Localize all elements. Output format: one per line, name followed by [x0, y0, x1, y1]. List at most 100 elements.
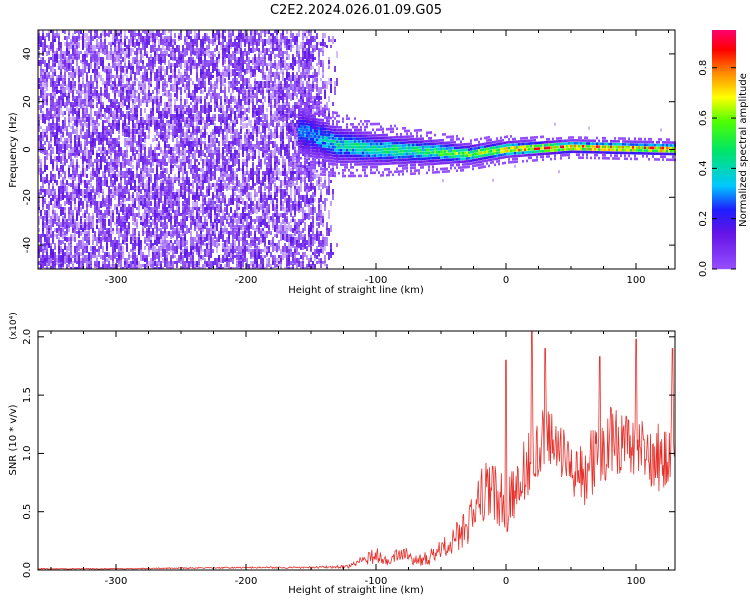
heatmap-cell — [228, 81, 230, 84]
heatmap-cell — [40, 42, 42, 47]
heatmap-cell — [80, 180, 82, 183]
heatmap-cell — [180, 177, 182, 180]
heatmap-cell — [82, 114, 84, 122]
heatmap-cell — [204, 243, 206, 246]
heatmap-cell — [76, 174, 78, 177]
heatmap-cell — [186, 132, 188, 138]
heatmap-cell — [100, 228, 102, 233]
heatmap-cell — [154, 174, 156, 180]
heatmap-cell — [240, 258, 242, 263]
heatmap-cell — [172, 150, 174, 154]
heatmap-cell — [122, 99, 124, 105]
heatmap-cell — [174, 144, 176, 151]
heatmap-cell — [44, 60, 46, 67]
heatmap-cell — [246, 117, 248, 120]
heatmap-cell — [162, 150, 164, 159]
heatmap-cell — [138, 186, 140, 192]
heatmap-cell — [134, 234, 136, 239]
heatmap-cell — [214, 54, 216, 57]
heatmap-cell — [68, 66, 70, 71]
heatmap-cell — [164, 81, 166, 85]
heatmap-cell — [170, 216, 172, 220]
heatmap-cell — [124, 69, 126, 76]
heatmap-cell — [154, 222, 156, 229]
heatmap-cell — [260, 216, 262, 223]
heatmap-cell — [190, 42, 192, 47]
heatmap-cell — [156, 78, 158, 84]
heatmap-cell — [122, 171, 124, 178]
heatmap-cell — [258, 156, 260, 162]
heatmap-cell — [84, 39, 86, 48]
heatmap-cell — [66, 186, 68, 195]
heatmap-cell — [48, 210, 50, 218]
heatmap-cell — [132, 222, 134, 225]
heatmap-cell — [64, 186, 66, 193]
heatmap-cell — [190, 159, 192, 162]
heatmap-cell — [210, 177, 212, 181]
heatmap-cell — [248, 246, 250, 254]
heatmap-cell — [114, 186, 116, 191]
heatmap-cell — [116, 243, 118, 249]
heatmap-cell — [260, 51, 262, 55]
heatmap-cell — [172, 225, 174, 229]
heatmap-cell — [218, 69, 220, 72]
heatmap-cell — [150, 30, 152, 35]
heatmap-cell — [172, 156, 174, 164]
heatmap-cell — [204, 159, 206, 166]
heatmap-cell — [38, 240, 40, 243]
heatmap-cell — [180, 108, 182, 112]
heatmap-cell — [188, 120, 190, 124]
heatmap-cell — [154, 129, 156, 132]
heatmap-cell — [124, 231, 126, 234]
heatmap-cell — [248, 192, 250, 200]
heatmap-cell — [96, 135, 98, 141]
heatmap-cell — [48, 75, 50, 79]
heatmap-cell — [88, 30, 90, 33]
heatmap-cell — [200, 129, 202, 135]
heatmap-cell — [62, 63, 64, 66]
heatmap-cell — [150, 66, 152, 69]
heatmap-cell — [100, 156, 102, 165]
heatmap-cell — [122, 102, 124, 108]
heatmap-cell — [48, 219, 50, 224]
heatmap-cell — [244, 231, 246, 240]
heatmap-cell — [140, 39, 142, 44]
heatmap-cell — [68, 237, 70, 241]
heatmap-cell — [180, 186, 182, 193]
heatmap-cell — [192, 168, 194, 175]
heatmap-cell — [214, 114, 216, 118]
heatmap-cell — [244, 219, 246, 222]
heatmap-cell — [46, 267, 48, 269]
heatmap-cell — [116, 207, 118, 214]
heatmap-cell — [114, 246, 116, 252]
heatmap-cell — [142, 213, 144, 222]
heatmap-cell — [210, 93, 212, 102]
heatmap-cell — [252, 66, 254, 71]
heatmap-cell — [256, 102, 258, 105]
heatmap-cell — [238, 72, 240, 78]
heatmap-cell — [168, 96, 170, 101]
heatmap-cell — [156, 33, 158, 40]
heatmap-cell — [228, 231, 230, 239]
heatmap-cell — [176, 93, 178, 98]
heatmap-cell — [102, 264, 104, 268]
heatmap-cell — [238, 264, 240, 269]
heatmap-cell — [178, 165, 180, 170]
heatmap-cell — [236, 219, 238, 227]
heatmap-cell — [172, 39, 174, 42]
heatmap-cell — [244, 147, 246, 151]
heatmap-cell — [134, 96, 136, 104]
heatmap-cell — [64, 117, 66, 126]
heatmap-cell — [152, 69, 154, 73]
heatmap-cell — [160, 216, 162, 220]
heatmap-cell — [64, 207, 66, 210]
heatmap-cell — [246, 183, 248, 192]
heatmap-cell — [78, 240, 80, 246]
heatmap-cell — [202, 255, 204, 260]
heatmap-cell — [214, 42, 216, 45]
heatmap-cell — [162, 210, 164, 219]
heatmap-cell — [232, 144, 234, 149]
heatmap-cell — [80, 36, 82, 40]
heatmap-cell — [106, 45, 108, 54]
heatmap-cell — [160, 237, 162, 244]
